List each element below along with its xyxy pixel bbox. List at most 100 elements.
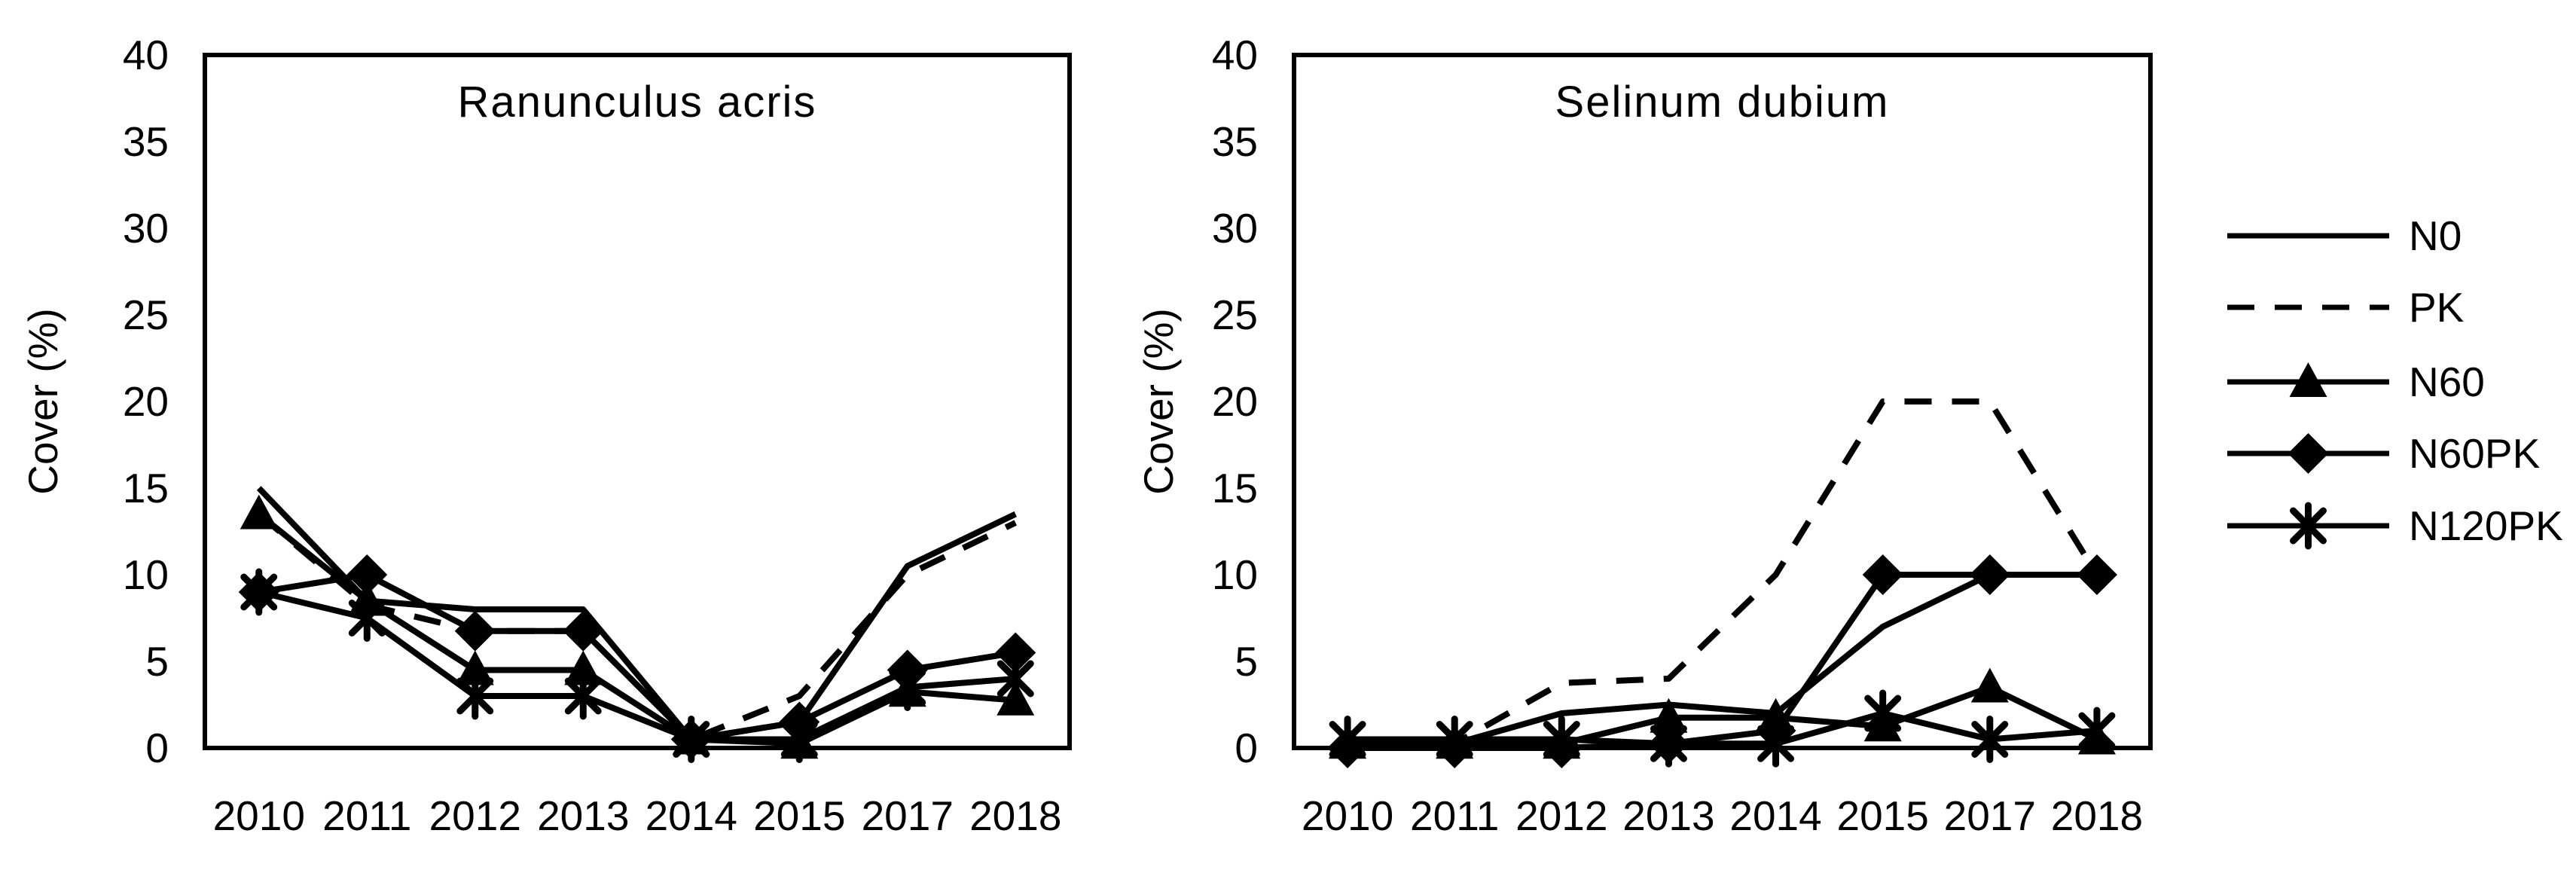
right-y-tick-label-25: 25 xyxy=(1212,292,1258,338)
left-y-tick-label-5: 5 xyxy=(145,638,169,685)
right-y-tick-label-20: 20 xyxy=(1212,378,1258,425)
legend-label-N120PK: N120PK xyxy=(2409,502,2563,549)
left-y-tick-label-35: 35 xyxy=(123,118,169,165)
right-series-N120PK-marker-2011-stroke xyxy=(1436,721,1473,758)
right-series-N60PK-marker-2017 xyxy=(1969,554,2010,595)
left-series-N120PK-marker-2011 xyxy=(348,594,386,642)
right-x-tick-label-2010: 2010 xyxy=(1302,792,1393,839)
left-series-N120PK-marker-2012 xyxy=(456,672,494,720)
left-series-N120PK-marker-2014 xyxy=(673,716,710,763)
right-chart-title: Selinum dubium xyxy=(1555,78,1890,127)
legend-marker-N60 xyxy=(2289,362,2327,397)
left-series-N60-marker-2012 xyxy=(456,650,494,685)
right-series-N120PK-marker-2017-stroke xyxy=(1971,721,2009,758)
left-series-N60-line xyxy=(257,511,1016,747)
left-series-N120PK-marker-2015 xyxy=(780,716,818,763)
right-series-N120PK-marker-2010-stroke xyxy=(1329,721,1366,758)
right-series-N60PK-marker-2015 xyxy=(1862,554,1903,595)
left-x-tick-label-2017: 2017 xyxy=(862,792,954,839)
right-x-tick-label-2012: 2012 xyxy=(1515,792,1607,839)
right-series-N60PK-marker-2018 xyxy=(2076,554,2117,595)
right-series-N60-marker-2013 xyxy=(1650,698,1688,733)
left-x-tick-label-2018: 2018 xyxy=(969,792,1061,839)
left-series-N120PK-marker-2011-stroke xyxy=(348,600,386,636)
right-series-N120PK-marker-2010 xyxy=(1329,716,1366,763)
right-y-tick-label-10: 10 xyxy=(1212,551,1258,598)
left-y-tick-label-25: 25 xyxy=(123,292,169,338)
right-series-N60-line xyxy=(1348,684,2098,747)
right-series-N60-marker-2017 xyxy=(1970,667,2009,703)
left-series-N60PK-marker-2012 xyxy=(454,610,496,652)
left-y-tick-label-30: 30 xyxy=(123,205,169,252)
right-series-N120PK-marker-2013 xyxy=(1650,719,1687,768)
right-series-N120PK-marker-2012 xyxy=(1543,716,1580,763)
legend-marker-N60PK xyxy=(2288,433,2329,474)
right-y-tick-label-0: 0 xyxy=(1235,725,1258,771)
right-series-N120PK-marker-2014 xyxy=(1757,719,1795,768)
left-x-tick-label-2012: 2012 xyxy=(429,792,521,839)
right-x-tick-label-2015: 2015 xyxy=(1837,792,1929,839)
left-y-tick-label-20: 20 xyxy=(123,378,169,425)
legend-label-N0: N0 xyxy=(2409,212,2462,259)
left-x-tick-label-2011: 2011 xyxy=(322,792,411,839)
left-series-N120PK-line xyxy=(258,589,1016,743)
left-series-N120PK-marker-2012-stroke xyxy=(456,677,494,715)
left-y-tick-label-0: 0 xyxy=(145,725,169,771)
left-series-N60PK-marker-2018 xyxy=(995,632,1036,673)
right-y-tick-label-30: 30 xyxy=(1212,205,1258,252)
right-series-N120PK-marker-2011 xyxy=(1436,716,1473,763)
right-x-tick-label-2013: 2013 xyxy=(1622,792,1714,839)
right-series-N120PK-marker-2015 xyxy=(1864,689,1902,737)
left-chart-title: Ranunculus acris xyxy=(458,78,817,127)
right-series-N120PK-marker-2012-stroke xyxy=(1543,721,1580,758)
right-x-tick-label-2018: 2018 xyxy=(2051,792,2143,839)
right-series-N120PK-line xyxy=(1348,710,2098,747)
left-series-N120PK-marker-2018-stroke xyxy=(997,660,1034,698)
left-series-N60PK-marker-2011 xyxy=(346,554,388,595)
right-y-axis-label: Cover (%) xyxy=(1135,308,1182,495)
left-plot-border xyxy=(203,53,1072,750)
right-series-N60PK-line xyxy=(1348,572,2097,751)
right-series-N120PK-marker-2018-stroke xyxy=(2078,712,2116,749)
left-y-axis-label: Cover (%) xyxy=(20,308,66,495)
right-y-tick-label-40: 40 xyxy=(1212,32,1258,78)
legend-label-N60PK: N60PK xyxy=(2409,430,2541,477)
right-x-tick-label-2011: 2011 xyxy=(1410,792,1499,839)
right-series-N120PK-marker-2015-stroke xyxy=(1864,694,1902,732)
left-y-tick-label-40: 40 xyxy=(123,32,169,78)
right-plot-border xyxy=(1292,53,2153,750)
legend-marker-N120PK xyxy=(2290,502,2327,550)
left-series-N120PK-marker-2014-stroke xyxy=(673,721,710,758)
legend-label-PK: PK xyxy=(2409,284,2465,331)
left-series-N120PK-marker-2010-stroke xyxy=(240,573,278,611)
left-x-tick-label-2014: 2014 xyxy=(646,792,737,839)
left-series-N120PK-marker-2017 xyxy=(889,664,926,711)
right-y-tick-label-5: 5 xyxy=(1235,638,1258,685)
right-series-N120PK-marker-2017 xyxy=(1971,716,2009,763)
left-series-N120PK-marker-2013 xyxy=(564,672,602,720)
left-series-N120PK-marker-2015-stroke xyxy=(780,721,818,758)
right-x-tick-label-2017: 2017 xyxy=(1944,792,2036,839)
left-series-N60-marker-2010 xyxy=(240,494,278,530)
right-series-N120PK-marker-2014-stroke xyxy=(1757,725,1795,762)
right-series-N120PK-marker-2018 xyxy=(2078,707,2116,755)
right-series-PK-line xyxy=(1348,398,2100,747)
right-x-tick-label-2014: 2014 xyxy=(1729,792,1821,839)
left-series-N120PK-marker-2013-stroke xyxy=(564,677,602,715)
left-series-N120PK-marker-2010 xyxy=(240,568,278,616)
legend-label-N60: N60 xyxy=(2409,359,2485,405)
right-series-N120PK-marker-2013-stroke xyxy=(1650,725,1687,762)
legend-marker-N120PK-stroke xyxy=(2290,507,2327,545)
left-x-tick-label-2013: 2013 xyxy=(537,792,629,839)
left-series-N60-marker-2013 xyxy=(564,650,603,685)
left-series-N60PK-marker-2013 xyxy=(563,610,604,652)
left-y-tick-label-10: 10 xyxy=(123,551,169,598)
left-x-tick-label-2015: 2015 xyxy=(753,792,845,839)
left-series-N120PK-marker-2017-stroke xyxy=(889,669,926,706)
left-series-N60PK-line xyxy=(258,572,1016,743)
left-x-tick-label-2010: 2010 xyxy=(213,792,305,839)
right-y-tick-label-35: 35 xyxy=(1212,118,1258,165)
left-series-N120PK-marker-2018 xyxy=(997,655,1034,703)
